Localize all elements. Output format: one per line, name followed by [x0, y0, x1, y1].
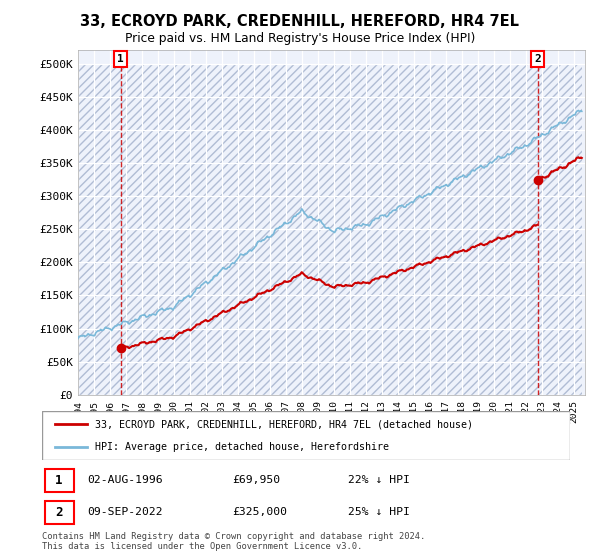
Text: 33, ECROYD PARK, CREDENHILL, HEREFORD, HR4 7EL: 33, ECROYD PARK, CREDENHILL, HEREFORD, H…: [80, 14, 520, 29]
Text: 25% ↓ HPI: 25% ↓ HPI: [348, 507, 410, 517]
Text: Price paid vs. HM Land Registry's House Price Index (HPI): Price paid vs. HM Land Registry's House …: [125, 32, 475, 45]
Text: 2: 2: [535, 54, 541, 64]
Text: Contains HM Land Registry data © Crown copyright and database right 2024.
This d: Contains HM Land Registry data © Crown c…: [42, 532, 425, 552]
FancyBboxPatch shape: [44, 469, 74, 492]
Text: 1: 1: [117, 54, 124, 64]
Text: 1: 1: [55, 474, 62, 487]
FancyBboxPatch shape: [42, 411, 570, 460]
Text: £325,000: £325,000: [232, 507, 287, 517]
Text: £69,950: £69,950: [232, 475, 280, 485]
Text: HPI: Average price, detached house, Herefordshire: HPI: Average price, detached house, Here…: [95, 442, 389, 452]
FancyBboxPatch shape: [44, 501, 74, 524]
Text: 09-SEP-2022: 09-SEP-2022: [87, 507, 163, 517]
Text: 33, ECROYD PARK, CREDENHILL, HEREFORD, HR4 7EL (detached house): 33, ECROYD PARK, CREDENHILL, HEREFORD, H…: [95, 419, 473, 430]
Text: 02-AUG-1996: 02-AUG-1996: [87, 475, 163, 485]
Text: 22% ↓ HPI: 22% ↓ HPI: [348, 475, 410, 485]
Text: 2: 2: [55, 506, 62, 519]
